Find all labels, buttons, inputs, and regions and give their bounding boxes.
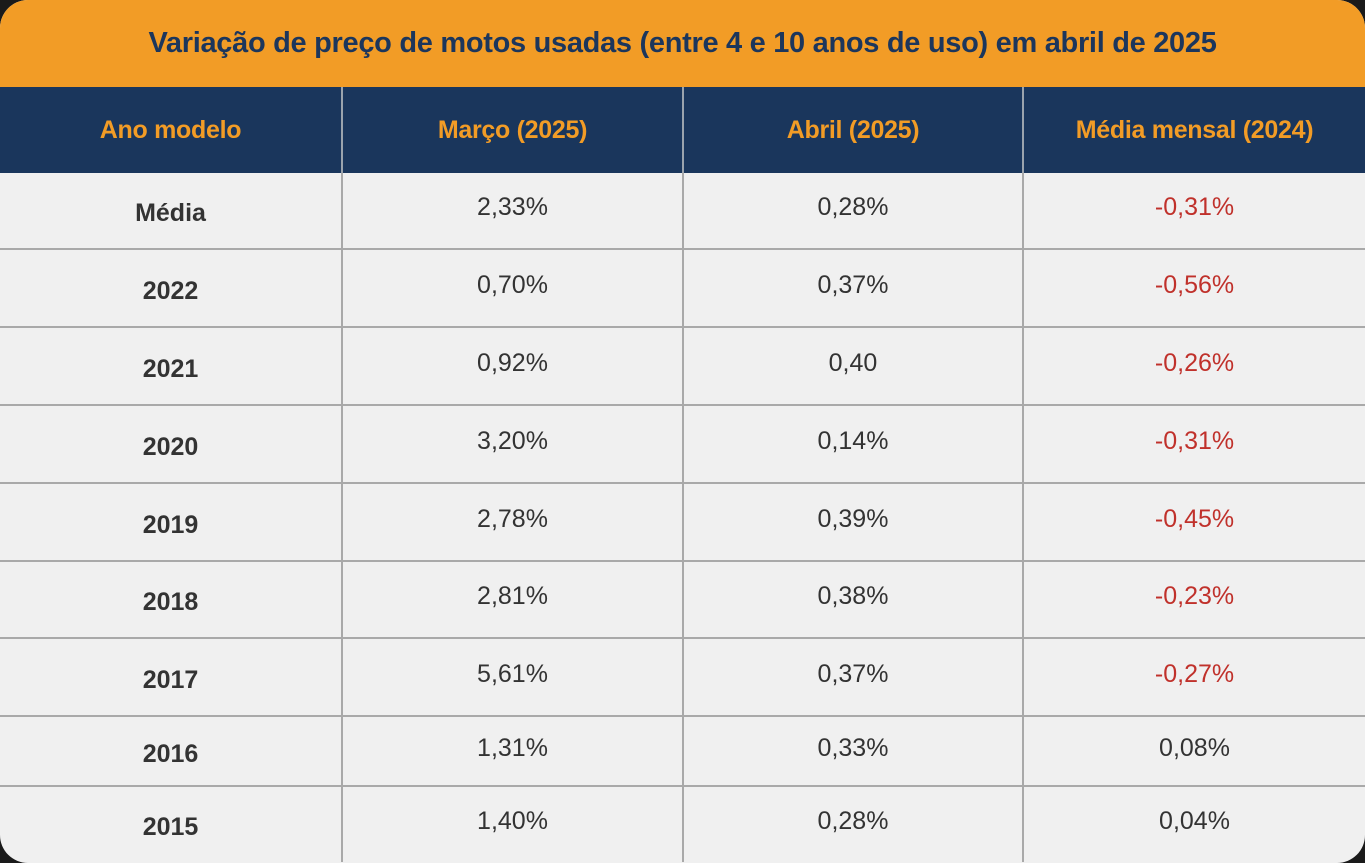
cell-abril-2025: 0,37% <box>682 248 1023 327</box>
cell-ano-modelo: 2020 <box>0 404 342 483</box>
cell-ano-modelo-value: 2020 <box>142 432 199 461</box>
table-row: 2018 2,81% 0,38% -0,23% <box>0 560 1365 638</box>
cell-ano-modelo: 2021 <box>0 326 342 405</box>
cell-ano-modelo-value: 2018 <box>142 588 199 616</box>
cell-media-mensal-2024-value: 0,04% <box>1159 807 1230 835</box>
table-row: 2022 0,70% 0,37% -0,56% <box>0 248 1365 327</box>
cell-ano-modelo-value: 2015 <box>142 813 199 841</box>
cell-ano-modelo: 2015 <box>0 785 342 862</box>
cell-marco-2025: 2,81% <box>341 560 683 638</box>
cell-media-mensal-2024-value: -0,31% <box>1154 193 1235 221</box>
table-row: 2016 1,31% 0,33% 0,08% <box>0 715 1365 786</box>
cell-media-mensal-2024: 0,04% <box>1022 785 1365 862</box>
cell-marco-2025: 5,61% <box>341 637 683 716</box>
cell-abril-2025-value: 0,37% <box>817 270 889 299</box>
cell-abril-2025: 0,40 <box>682 326 1023 405</box>
cell-media-mensal-2024: -0,56% <box>1022 248 1365 327</box>
cell-marco-2025: 1,40% <box>341 785 683 862</box>
cell-media-mensal-2024: -0,31% <box>1022 173 1365 249</box>
cell-ano-modelo: 2016 <box>0 715 342 786</box>
cell-abril-2025-value: 0,37% <box>817 659 889 688</box>
cell-marco-2025: 0,92% <box>341 326 683 405</box>
table-row: Média 2,33% 0,28% -0,31% <box>0 173 1365 249</box>
cell-media-mensal-2024: -0,31% <box>1022 404 1365 483</box>
cell-marco-2025: 2,78% <box>341 482 683 561</box>
cell-media-mensal-2024-value: -0,45% <box>1154 504 1235 533</box>
cell-ano-modelo-value: 2016 <box>142 739 199 768</box>
cell-ano-modelo: 2017 <box>0 637 342 716</box>
header-abril-2025: Abril (2025) <box>682 87 1023 173</box>
header-ano-modelo: Ano modelo <box>0 87 342 173</box>
cell-abril-2025: 0,39% <box>682 482 1023 561</box>
cell-marco-2025-value: 0,70% <box>477 270 548 299</box>
cell-abril-2025-value: 0,33% <box>817 733 889 762</box>
price-variation-table: Ano modelo Março (2025) Abril (2025) Méd… <box>0 87 1365 862</box>
cell-abril-2025: 0,14% <box>682 404 1023 483</box>
cell-marco-2025-value: 2,78% <box>477 504 548 533</box>
cell-media-mensal-2024-value: -0,56% <box>1154 270 1235 299</box>
cell-abril-2025-value: 0,14% <box>817 426 889 455</box>
table-row: 2021 0,92% 0,40 -0,26% <box>0 326 1365 405</box>
cell-ano-modelo-value: 2022 <box>142 276 199 305</box>
cell-abril-2025: 0,33% <box>682 715 1023 786</box>
cell-marco-2025: 3,20% <box>341 404 683 483</box>
cell-abril-2025: 0,38% <box>682 560 1023 638</box>
cell-media-mensal-2024: -0,45% <box>1022 482 1365 561</box>
cell-ano-modelo-value: 2021 <box>142 354 199 383</box>
table-row: 2020 3,20% 0,14% -0,31% <box>0 404 1365 483</box>
cell-abril-2025-value: 0,28% <box>817 807 889 835</box>
cell-ano-modelo-value: 2017 <box>142 665 199 694</box>
cell-ano-modelo-value: Média <box>135 199 206 227</box>
table-row: 2015 1,40% 0,28% 0,04% <box>0 785 1365 862</box>
cell-abril-2025-value: 0,28% <box>817 193 889 221</box>
table-row: 2017 5,61% 0,37% -0,27% <box>0 637 1365 716</box>
cell-media-mensal-2024-value: -0,31% <box>1154 426 1235 455</box>
cell-ano-modelo: 2022 <box>0 248 342 327</box>
table-row: 2019 2,78% 0,39% -0,45% <box>0 482 1365 561</box>
cell-media-mensal-2024: -0,26% <box>1022 326 1365 405</box>
cell-media-mensal-2024: -0,23% <box>1022 560 1365 638</box>
cell-marco-2025-value: 0,92% <box>477 348 548 377</box>
header-row: Ano modelo Março (2025) Abril (2025) Méd… <box>0 87 1365 173</box>
cell-media-mensal-2024: -0,27% <box>1022 637 1365 716</box>
cell-marco-2025-value: 2,81% <box>477 582 548 610</box>
cell-marco-2025: 0,70% <box>341 248 683 327</box>
header-media-mensal-2024: Média mensal (2024) <box>1022 87 1365 173</box>
cell-media-mensal-2024-value: -0,23% <box>1154 582 1235 610</box>
cell-abril-2025-value: 0,39% <box>817 504 889 533</box>
cell-marco-2025-value: 1,31% <box>477 733 548 762</box>
cell-abril-2025-value: 0,40 <box>828 348 878 377</box>
table-body: Média 2,33% 0,28% -0,31% 2022 0,70% 0,37% -0,56… <box>0 173 1365 862</box>
cell-marco-2025-value: 5,61% <box>477 659 548 688</box>
header-marco-2025: Março (2025) <box>341 87 683 173</box>
cell-media-mensal-2024-value: -0,26% <box>1154 348 1235 377</box>
title-bar: Variação de preço de motos usadas (entre… <box>0 0 1365 87</box>
cell-marco-2025-value: 1,40% <box>477 807 548 835</box>
cell-abril-2025: 0,28% <box>682 173 1023 249</box>
cell-marco-2025-value: 3,20% <box>477 426 548 455</box>
cell-abril-2025: 0,37% <box>682 637 1023 716</box>
cell-media-mensal-2024-value: -0,27% <box>1154 659 1235 688</box>
cell-abril-2025: 0,28% <box>682 785 1023 862</box>
cell-abril-2025-value: 0,38% <box>817 582 889 610</box>
cell-ano-modelo: 2019 <box>0 482 342 561</box>
cell-ano-modelo: Média <box>0 173 342 249</box>
cell-marco-2025: 1,31% <box>341 715 683 786</box>
cell-marco-2025: 2,33% <box>341 173 683 249</box>
cell-ano-modelo: 2018 <box>0 560 342 638</box>
table-title: Variação de preço de motos usadas (entre… <box>148 27 1217 59</box>
cell-ano-modelo-value: 2019 <box>142 510 199 539</box>
cell-media-mensal-2024: 0,08% <box>1022 715 1365 786</box>
cell-media-mensal-2024-value: 0,08% <box>1159 733 1230 762</box>
cell-marco-2025-value: 2,33% <box>477 193 548 221</box>
